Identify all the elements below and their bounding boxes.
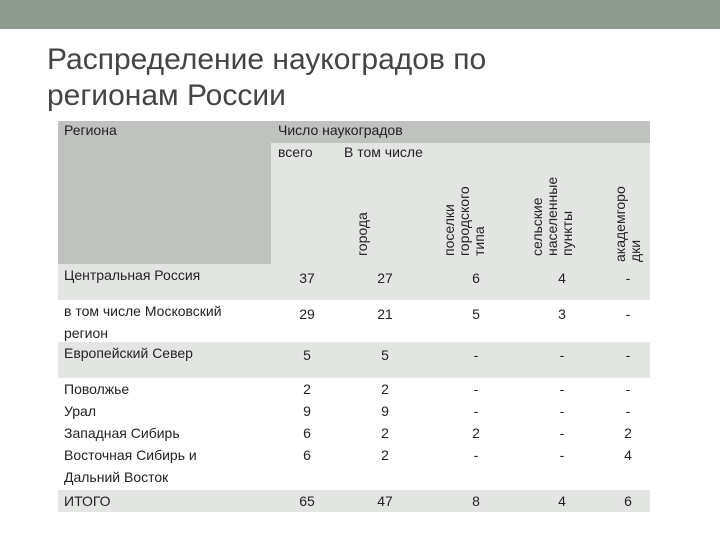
row-label: регион xyxy=(64,325,109,341)
region-header: Региона xyxy=(64,122,117,138)
table-cell: 2 xyxy=(381,381,389,397)
subheader-settlements: поселки городского типа xyxy=(441,186,487,256)
table-cell: - xyxy=(559,403,565,419)
table-cell: 21 xyxy=(377,306,393,322)
table-cell: - xyxy=(473,347,479,363)
row-label: Урал xyxy=(64,403,97,419)
title-line-1: Распределение наукоградов по xyxy=(47,43,487,76)
table-cell: 6 xyxy=(472,270,480,286)
table-cell: 5 xyxy=(472,306,480,322)
table-cell: 2 xyxy=(472,425,480,441)
table-cell: - xyxy=(625,381,631,397)
including-header-cell xyxy=(336,143,650,165)
table-cell: 47 xyxy=(377,493,393,509)
table-cell: 5 xyxy=(303,347,311,363)
row-band-5 xyxy=(58,490,650,512)
table-cell: 4 xyxy=(558,270,566,286)
count-header: Число наукоградов xyxy=(278,122,403,138)
table-cell: 6 xyxy=(303,447,311,463)
table-cell: - xyxy=(625,403,631,419)
table-cell: 8 xyxy=(472,493,480,509)
row-label: Восточная Сибирь и xyxy=(64,447,197,463)
slide-title: Распределение наукоградов по регионам Ро… xyxy=(47,42,687,114)
table-cell: 2 xyxy=(381,425,389,441)
table-cell: 2 xyxy=(303,381,311,397)
table-cell: 65 xyxy=(299,493,315,509)
row-label: Дальний Восток xyxy=(64,469,169,485)
row-label: ИТОГО xyxy=(64,493,111,509)
table-cell: 6 xyxy=(303,425,311,441)
row-band-3 xyxy=(58,342,650,378)
table-cell: 6 xyxy=(624,493,632,509)
table-cell: 37 xyxy=(299,270,315,286)
subheader-academic-towns: академгоро дки xyxy=(612,186,643,262)
table-cell: - xyxy=(559,347,565,363)
table-cell: 4 xyxy=(624,447,632,463)
table-cell: 5 xyxy=(381,347,389,363)
table-cell: 2 xyxy=(381,447,389,463)
table-cell: - xyxy=(625,270,631,286)
table-cell: 2 xyxy=(624,425,632,441)
title-line-2: регионам России xyxy=(47,79,286,112)
table-cell: - xyxy=(473,447,479,463)
table-cell: - xyxy=(473,381,479,397)
region-header-cell xyxy=(58,121,271,264)
table-cell: 4 xyxy=(558,493,566,509)
table-cell: - xyxy=(559,381,565,397)
table-cell: - xyxy=(625,306,631,322)
table-cell: 27 xyxy=(377,270,393,286)
table-cell: - xyxy=(559,447,565,463)
subheader-cities: города xyxy=(354,212,370,256)
row-label: Поволжье xyxy=(64,381,130,397)
table-cell: 9 xyxy=(381,403,389,419)
row-band-1 xyxy=(58,264,650,300)
table-cell: 9 xyxy=(303,403,311,419)
table-cell: 29 xyxy=(299,306,315,322)
including-header: В том числе xyxy=(344,144,423,160)
table-cell: - xyxy=(625,347,631,363)
count-header-cell xyxy=(271,121,650,143)
row-label: Центральная Россия xyxy=(64,267,201,283)
total-header: всего xyxy=(278,144,313,160)
row-label: Западная Сибирь xyxy=(64,425,180,441)
row-label: Европейский Север xyxy=(64,345,193,361)
row-label: в том числе Московский xyxy=(64,303,222,319)
table-cell: 3 xyxy=(558,306,566,322)
subheader-cell xyxy=(336,165,650,264)
top-bar xyxy=(0,0,720,29)
total-header-cell xyxy=(271,143,336,264)
subheader-rural: сельские населенные пункты xyxy=(529,176,575,256)
table-cell: - xyxy=(473,403,479,419)
table-cell: - xyxy=(559,425,565,441)
